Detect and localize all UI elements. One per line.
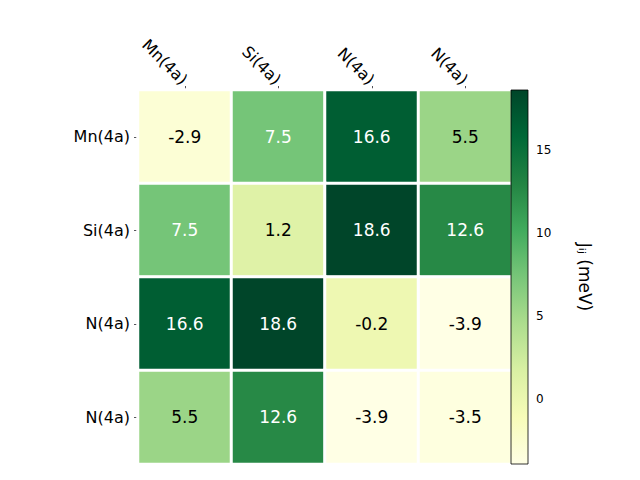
svg-text:-3.5: -3.5 <box>449 407 482 427</box>
svg-text:N(4a): N(4a) <box>334 44 379 89</box>
svg-text:0: 0 <box>536 392 544 406</box>
svg-text:5.5: 5.5 <box>452 127 479 147</box>
svg-text:Mn(4a): Mn(4a) <box>138 35 191 88</box>
svg-text:12.6: 12.6 <box>259 407 297 427</box>
svg-text:5.5: 5.5 <box>171 407 198 427</box>
svg-text:5: 5 <box>536 309 544 323</box>
svg-text:Jᵢⱼ (meV): Jᵢⱼ (meV) <box>575 242 595 311</box>
svg-text:Si(4a): Si(4a) <box>238 42 285 89</box>
svg-text:15: 15 <box>536 143 551 157</box>
svg-text:16.6: 16.6 <box>353 127 391 147</box>
svg-text:18.6: 18.6 <box>259 314 297 334</box>
svg-text:7.5: 7.5 <box>171 220 198 240</box>
svg-text:N(4a): N(4a) <box>427 44 472 89</box>
svg-text:N(4a): N(4a) <box>86 314 130 333</box>
svg-text:Mn(4a): Mn(4a) <box>74 127 130 146</box>
svg-text:-3.9: -3.9 <box>355 407 388 427</box>
svg-text:7.5: 7.5 <box>265 127 292 147</box>
svg-text:12.6: 12.6 <box>446 220 484 240</box>
svg-text:N(4a): N(4a) <box>86 408 130 427</box>
svg-text:-2.9: -2.9 <box>168 127 201 147</box>
svg-text:18.6: 18.6 <box>353 220 391 240</box>
svg-text:1.2: 1.2 <box>265 220 292 240</box>
svg-text:-0.2: -0.2 <box>355 314 388 334</box>
svg-text:-3.9: -3.9 <box>449 314 482 334</box>
svg-text:Si(4a): Si(4a) <box>83 221 130 240</box>
svg-text:10: 10 <box>536 226 551 240</box>
svg-text:16.6: 16.6 <box>166 314 204 334</box>
